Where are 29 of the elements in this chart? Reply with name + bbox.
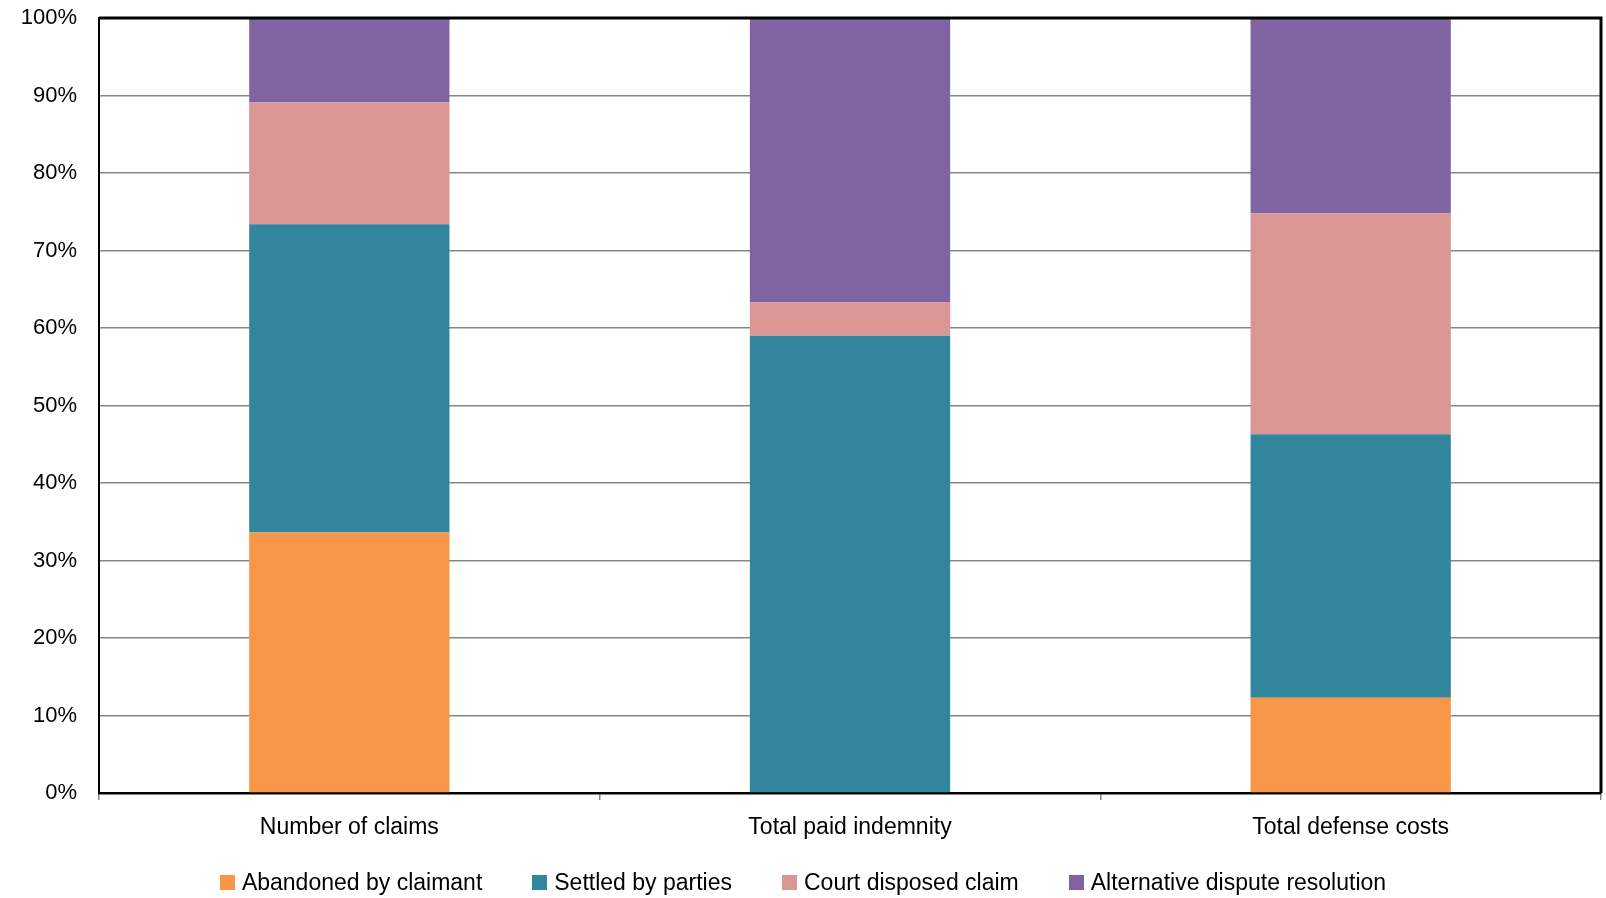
y-tick-label: 30% — [32, 546, 77, 572]
x-tick-label: Total defense costs — [1252, 813, 1450, 840]
bar — [249, 532, 450, 793]
y-tick-label: 50% — [32, 391, 77, 417]
bar — [749, 335, 951, 793]
bar — [249, 102, 450, 225]
y-tick-label: 80% — [32, 159, 77, 185]
y-tick-label: 20% — [32, 624, 77, 650]
y-tick-label: 100% — [20, 4, 77, 30]
x-tick-label: Total paid indemnity — [748, 813, 953, 840]
y-tick-label: 60% — [32, 314, 77, 340]
bar — [749, 18, 951, 303]
bar — [1250, 213, 1451, 435]
legend-label: Court disposed claim — [804, 869, 1019, 896]
y-tick-label: 10% — [32, 701, 77, 727]
legend-label: Settled by parties — [554, 869, 732, 896]
legend-label: Alternative dispute resolution — [1090, 869, 1387, 896]
bar — [249, 18, 450, 103]
y-tick-label: 90% — [32, 81, 77, 107]
bar — [1250, 697, 1451, 793]
bar — [1250, 434, 1451, 698]
legend-label: Abandoned by claimant — [241, 869, 483, 896]
bar — [249, 224, 450, 533]
bar — [1250, 18, 1451, 214]
y-tick-label: 40% — [32, 469, 77, 495]
y-tick-label: 0% — [45, 779, 77, 805]
x-tick-label: Number of claims — [259, 813, 439, 840]
bar — [749, 302, 951, 336]
y-tick-label: 70% — [32, 236, 77, 262]
